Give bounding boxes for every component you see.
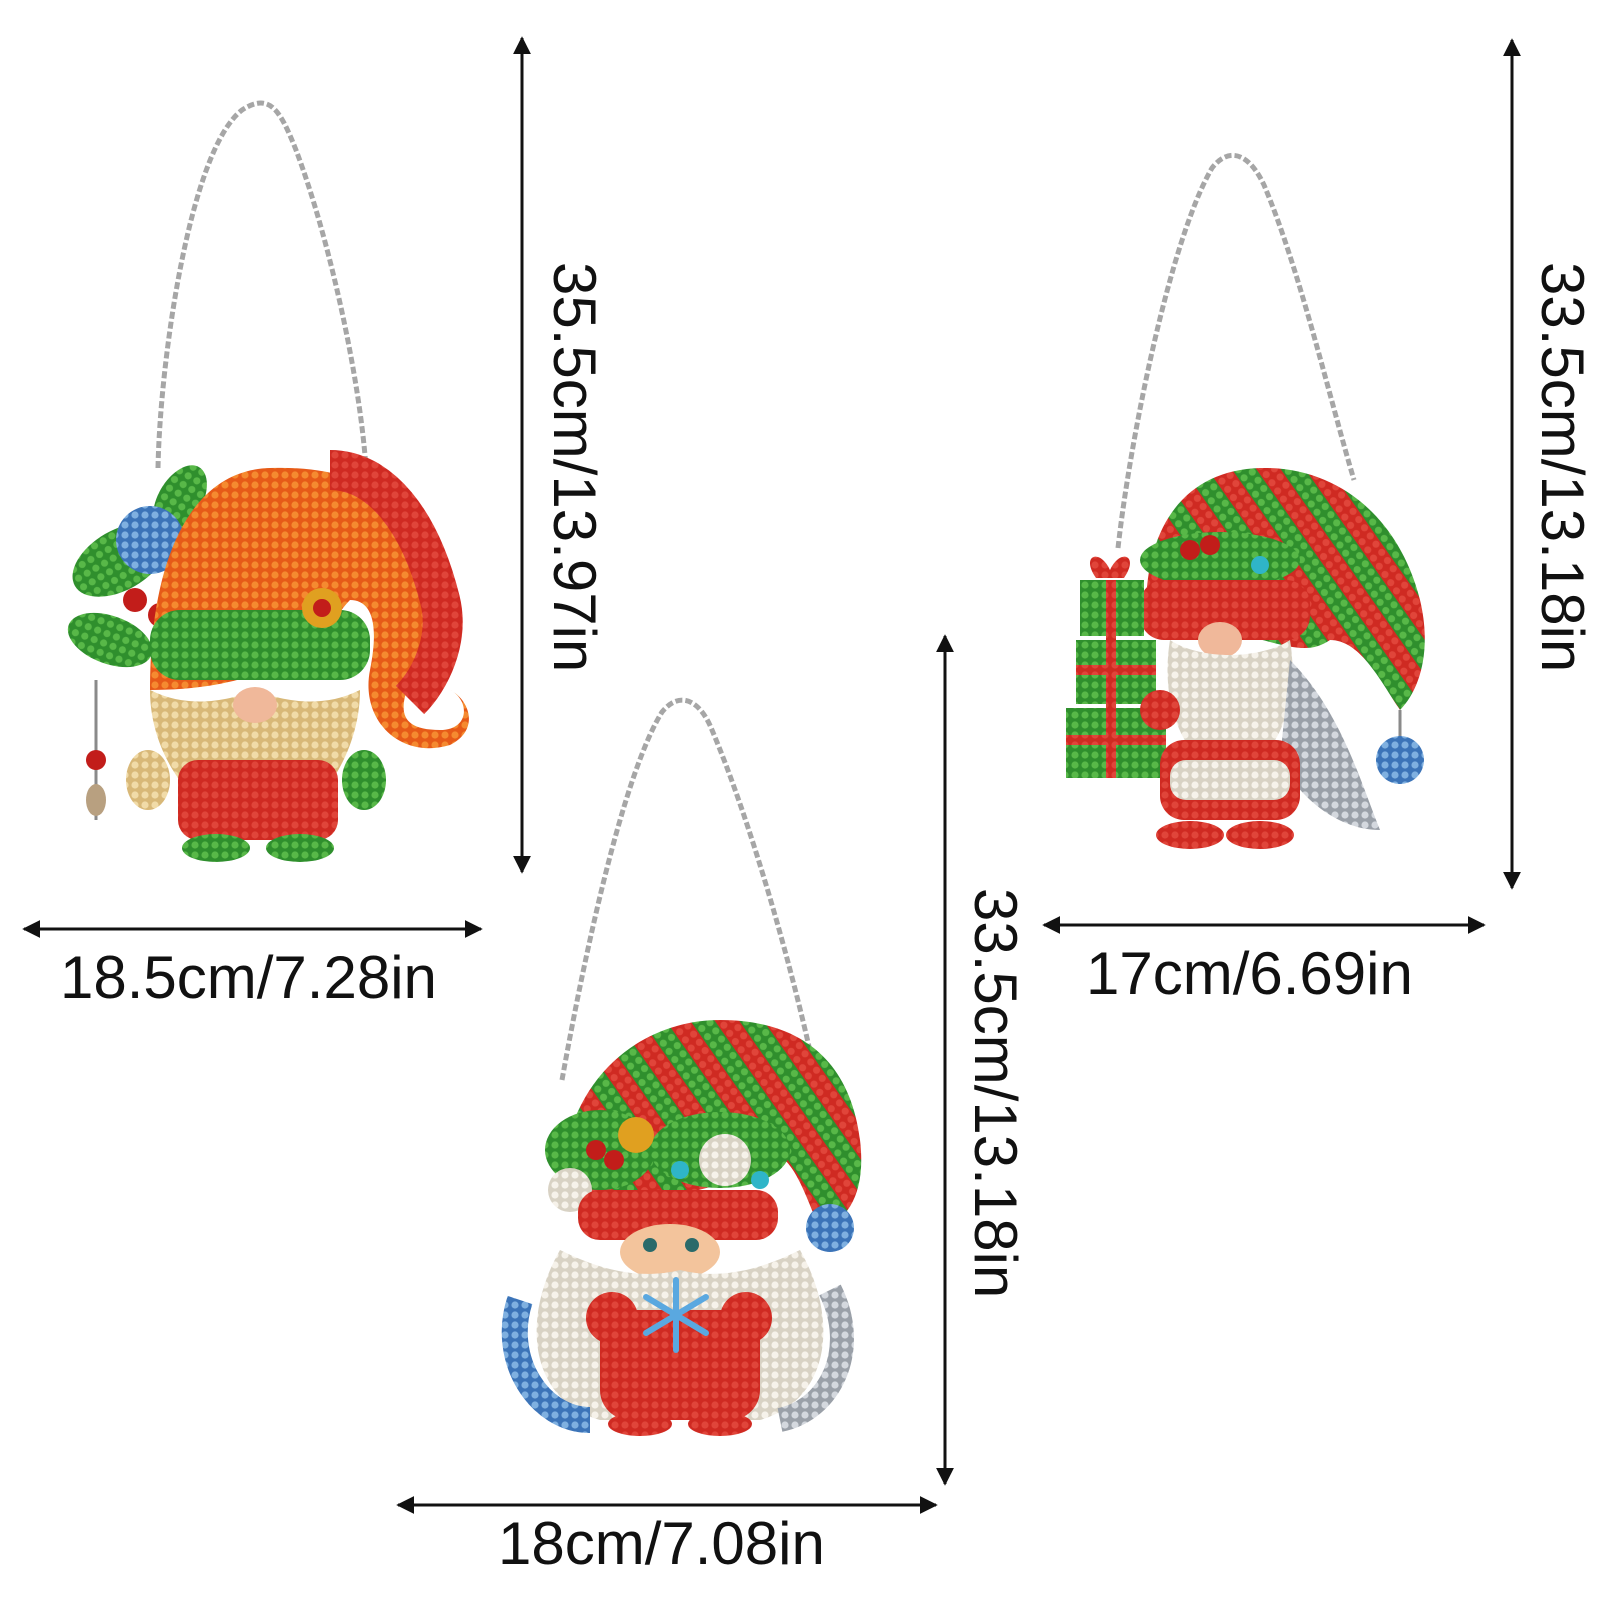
ornament-gift-gnome <box>1066 152 1425 849</box>
ornament-ball-icon <box>1376 736 1424 784</box>
ornament-red-hat-gnome <box>67 100 469 862</box>
height-label-2: 33.5cm/13.18in <box>962 888 1029 1299</box>
height-label-3: 33.5cm/13.18in <box>1529 262 1596 673</box>
hanging-chain <box>155 100 369 469</box>
width-label-2: 18cm/7.08in <box>498 1510 825 1577</box>
width-label-3: 17cm/6.69in <box>1086 940 1413 1007</box>
hat-brim <box>578 1190 778 1240</box>
hat-pompom <box>806 1204 854 1252</box>
gnome-eye <box>643 1238 657 1252</box>
ornament-snowflake-gnome <box>501 697 862 1436</box>
hanging-chain <box>1115 152 1357 549</box>
hat-brim <box>1140 580 1310 640</box>
snowflake-icon <box>643 1277 709 1353</box>
hat-brim <box>150 610 370 680</box>
width-label-1: 18.5cm/7.28in <box>60 944 437 1011</box>
hanging-chain <box>559 697 815 1081</box>
height-label-1: 35.5cm/13.97in <box>541 262 608 673</box>
gnome-eye <box>685 1238 699 1252</box>
